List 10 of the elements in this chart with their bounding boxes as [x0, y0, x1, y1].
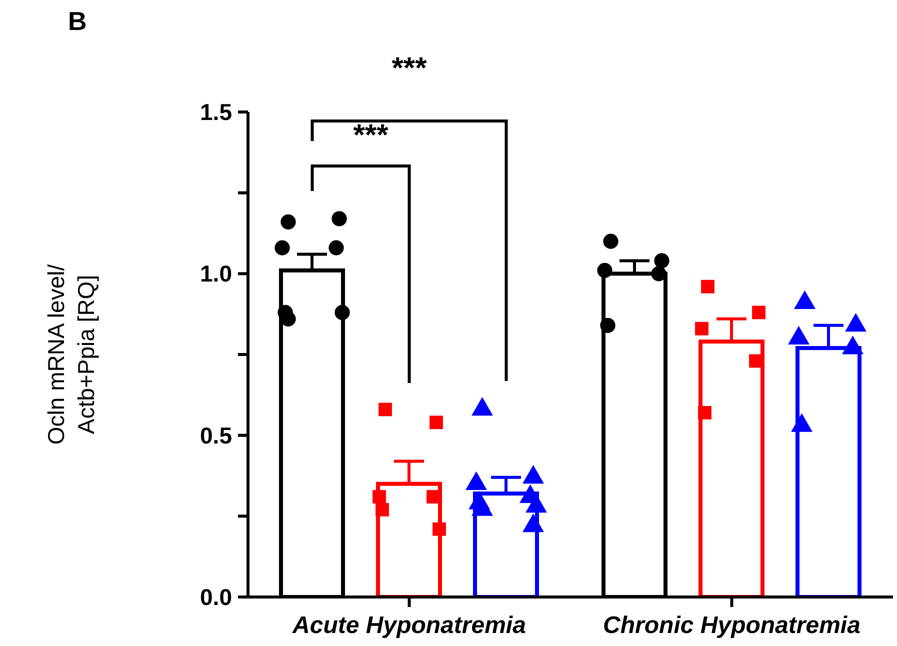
y-tick-label: 0.5	[200, 422, 232, 448]
y-tick-label: 0.0	[200, 584, 232, 610]
y-axis-title: Ocln mRNA level/Actb+Ppia [RQ]	[43, 264, 99, 445]
y-tick-label: 1.5	[200, 99, 232, 125]
y-tick-label: 1.0	[200, 260, 232, 287]
x-tick-label: Acute Hyponatremia	[292, 612, 526, 639]
annotation: ***	[353, 119, 389, 152]
x-tick-label: Chronic Hyponatremia	[603, 612, 860, 639]
text: ***	[392, 52, 428, 85]
text: B	[68, 6, 87, 36]
